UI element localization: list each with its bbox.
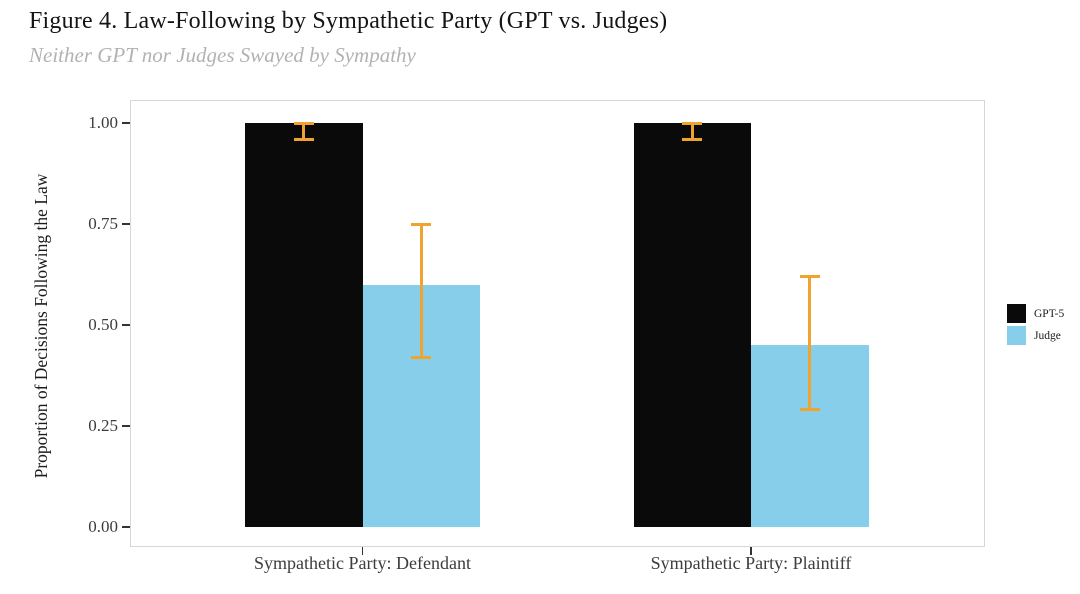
y-tick-mark — [122, 425, 130, 427]
legend-label: GPT-5 — [1034, 307, 1065, 320]
error-bar-cap-top — [682, 121, 703, 125]
error-bar-cap-bottom — [293, 137, 314, 141]
chart-subtitle: Neither GPT nor Judges Swayed by Sympath… — [29, 43, 416, 67]
error-bar-cap-top — [293, 121, 314, 125]
bar-gpt-5 — [245, 123, 363, 527]
x-tick-label: Sympathetic Party: Plaintiff — [650, 553, 852, 573]
y-tick-mark — [122, 223, 130, 225]
chart-title: Figure 4. Law-Following by Sympathetic P… — [29, 8, 668, 34]
y-tick-label: 0.25 — [88, 416, 118, 435]
error-bar-stem — [690, 123, 694, 140]
error-bar-stem — [419, 224, 423, 358]
legend-swatch — [1007, 304, 1026, 323]
y-tick-label: 0.75 — [88, 214, 118, 233]
y-tick-mark — [122, 122, 130, 124]
y-tick-mark — [122, 526, 130, 528]
y-tick-label: 1.00 — [88, 113, 118, 132]
x-tick-mark — [361, 547, 364, 555]
error-bar-cap-top — [799, 275, 820, 279]
y-tick-label: 0.00 — [88, 517, 118, 536]
error-bar-stem — [808, 276, 812, 410]
bar-gpt-5 — [633, 123, 751, 527]
legend-entry: GPT-5 — [1007, 304, 1064, 323]
legend-label: Judge — [1034, 329, 1061, 342]
x-tick-label: Sympathetic Party: Defendant — [254, 553, 471, 573]
y-tick-mark — [122, 324, 130, 326]
y-axis-title: Proportion of Decisions Following the La… — [31, 173, 51, 479]
legend: GPT-5 Judge — [1007, 304, 1064, 348]
error-bar-cap-bottom — [799, 408, 820, 412]
legend-swatch — [1007, 326, 1026, 345]
x-tick-mark — [750, 547, 752, 555]
error-bar-cap-bottom — [411, 355, 432, 359]
error-bar-cap-bottom — [682, 137, 703, 141]
y-tick-label: 0.50 — [88, 315, 118, 334]
legend-entry: Judge — [1007, 326, 1064, 345]
error-bar-cap-top — [411, 222, 432, 226]
error-bar-stem — [302, 123, 306, 140]
